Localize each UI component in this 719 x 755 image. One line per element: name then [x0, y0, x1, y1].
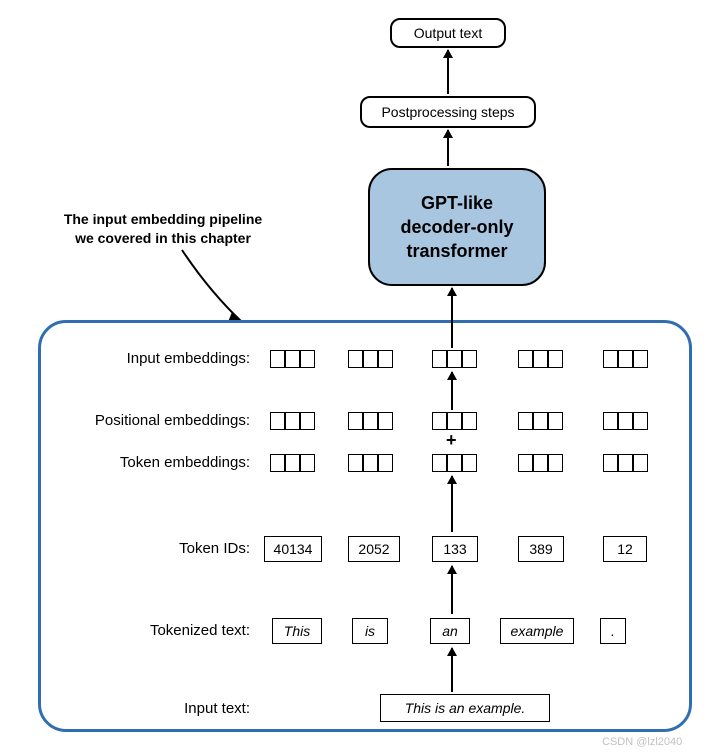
- embedding-triplet: [270, 412, 315, 430]
- input-text-value: This is an example.: [405, 700, 526, 716]
- label-input-text: Input text:: [66, 700, 250, 717]
- watermark: CSDN @lzl2040: [602, 736, 682, 748]
- embedding-triplet: [432, 412, 477, 430]
- pipeline-box: [38, 320, 692, 732]
- embedding-cell: [533, 454, 548, 472]
- embedding-cell: [533, 350, 548, 368]
- embedding-cell: [518, 350, 533, 368]
- embedding-cell: [363, 454, 378, 472]
- embedding-cell: [533, 412, 548, 430]
- label-tokenized-text: Tokenized text:: [66, 622, 250, 639]
- token-id-cell: 2052: [348, 536, 400, 562]
- embedding-cell: [348, 454, 363, 472]
- embedding-cell: [618, 350, 633, 368]
- embedding-cell: [270, 350, 285, 368]
- embedding-cell: [603, 412, 618, 430]
- embedding-cell: [462, 350, 477, 368]
- embedding-cell: [618, 454, 633, 472]
- embedding-cell: [348, 412, 363, 430]
- output-text-box: Output text: [390, 18, 506, 48]
- label-input-embeddings: Input embeddings:: [66, 350, 250, 367]
- tokenized-word-cell: .: [600, 618, 626, 644]
- embedding-cell: [432, 350, 447, 368]
- embedding-cell: [270, 412, 285, 430]
- embedding-cell: [447, 412, 462, 430]
- embedding-cell: [548, 412, 563, 430]
- embedding-cell: [548, 454, 563, 472]
- tokenized-word-cell: is: [352, 618, 388, 644]
- embedding-cell: [633, 412, 648, 430]
- tokenized-word-cell: This: [272, 618, 322, 644]
- embedding-cell: [618, 412, 633, 430]
- embedding-cell: [378, 412, 393, 430]
- embedding-triplet: [348, 350, 393, 368]
- flow-arrow: [451, 566, 453, 614]
- output-text-label: Output text: [414, 25, 482, 41]
- embedding-triplet: [603, 412, 648, 430]
- flow-arrow: [451, 372, 453, 410]
- postprocessing-box: Postprocessing steps: [360, 96, 536, 128]
- embedding-cell: [518, 454, 533, 472]
- embedding-cell: [363, 412, 378, 430]
- input-text-box: This is an example.: [380, 694, 550, 722]
- embedding-cell: [462, 454, 477, 472]
- embedding-triplet: [270, 454, 315, 472]
- flow-arrow: [447, 50, 449, 94]
- embedding-triplet: [603, 350, 648, 368]
- token-id-cell: 12: [603, 536, 647, 562]
- annotation-line-1: The input embedding pipeline: [48, 210, 278, 229]
- embedding-cell: [447, 350, 462, 368]
- token-id-cell: 40134: [264, 536, 322, 562]
- embedding-triplet: [603, 454, 648, 472]
- embedding-cell: [285, 412, 300, 430]
- embedding-cell: [633, 350, 648, 368]
- annotation-text: The input embedding pipeline we covered …: [48, 210, 278, 248]
- embedding-cell: [285, 454, 300, 472]
- embedding-cell: [270, 454, 285, 472]
- token-id-cell: 389: [518, 536, 564, 562]
- embedding-cell: [432, 454, 447, 472]
- embedding-cell: [447, 454, 462, 472]
- embedding-cell: [603, 454, 618, 472]
- embedding-cell: [378, 454, 393, 472]
- embedding-cell: [300, 412, 315, 430]
- label-token-embeddings: Token embeddings:: [66, 454, 250, 471]
- embedding-cell: [548, 350, 563, 368]
- flow-arrow: [451, 476, 453, 532]
- embedding-cell: [285, 350, 300, 368]
- embedding-triplet: [348, 454, 393, 472]
- flow-arrow: [451, 288, 453, 348]
- embedding-triplet: [432, 350, 477, 368]
- embedding-cell: [348, 350, 363, 368]
- embedding-triplet: [432, 454, 477, 472]
- postprocessing-label: Postprocessing steps: [381, 104, 514, 120]
- embedding-cell: [603, 350, 618, 368]
- embedding-triplet: [270, 350, 315, 368]
- embedding-cell: [462, 412, 477, 430]
- embedding-cell: [300, 454, 315, 472]
- transformer-box: GPT-like decoder-only transformer: [368, 168, 546, 286]
- label-positional-embeddings: Positional embeddings:: [66, 412, 250, 429]
- embedding-cell: [633, 454, 648, 472]
- flow-arrow: [447, 130, 449, 166]
- embedding-cell: [363, 350, 378, 368]
- embedding-triplet: [348, 412, 393, 430]
- tokenized-word-cell: example: [500, 618, 574, 644]
- plus-sign: +: [446, 430, 457, 451]
- label-token-ids: Token IDs:: [66, 540, 250, 557]
- tokenized-word-cell: an: [430, 618, 470, 644]
- transformer-label: GPT-like decoder-only transformer: [400, 191, 513, 264]
- annotation-line-2: we covered in this chapter: [48, 229, 278, 248]
- embedding-triplet: [518, 350, 563, 368]
- embedding-triplet: [518, 412, 563, 430]
- embedding-cell: [432, 412, 447, 430]
- diagram-root: Output text Postprocessing steps GPT-lik…: [0, 0, 719, 755]
- embedding-cell: [518, 412, 533, 430]
- embedding-cell: [300, 350, 315, 368]
- flow-arrow: [451, 648, 453, 692]
- embedding-triplet: [518, 454, 563, 472]
- embedding-cell: [378, 350, 393, 368]
- token-id-cell: 133: [432, 536, 478, 562]
